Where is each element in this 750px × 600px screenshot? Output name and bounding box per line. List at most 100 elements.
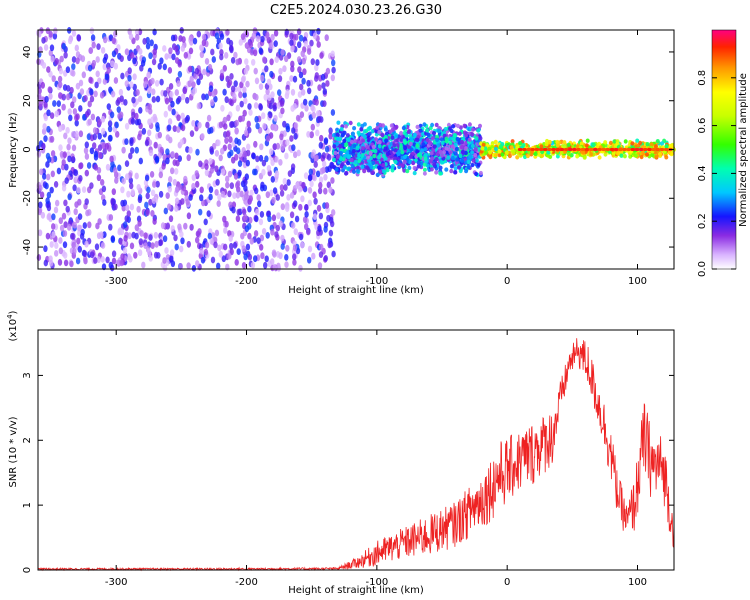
heatmap-cell — [174, 205, 179, 212]
heatmap-cell — [64, 177, 69, 185]
heatmap-cell — [267, 215, 272, 223]
heatmap-cell — [170, 151, 175, 158]
heatmap-cell — [196, 78, 201, 86]
heatmap-cell — [120, 199, 125, 207]
heatmap-cell — [420, 148, 424, 153]
heatmap-cell — [327, 241, 332, 249]
heatmap-cell — [395, 143, 400, 148]
heatmap-cell — [74, 130, 79, 138]
heatmap-cell — [316, 27, 321, 35]
heatmap-cell — [213, 241, 218, 249]
heatmap-cell — [467, 137, 472, 142]
heatmap-cell — [257, 200, 262, 208]
heatmap-cell — [347, 166, 352, 171]
heatmap-cell — [66, 223, 72, 231]
heatmap-cell — [188, 65, 193, 73]
figure-title: C2E5.2024.030.23.26.G30 — [270, 3, 442, 18]
heatmap-cell — [258, 154, 264, 162]
snr-y-ticks: 0 1 2 3 — [22, 372, 674, 573]
heatmap-cell — [254, 215, 259, 223]
heatmap-cell — [276, 102, 281, 109]
heatmap-cell — [362, 129, 367, 134]
heatmap-cell — [151, 58, 157, 66]
heatmap-cell — [273, 40, 278, 47]
heatmap-cell — [154, 155, 160, 163]
x-tick-label: 0 — [504, 577, 510, 588]
heatmap-cell — [315, 170, 321, 178]
heatmap-cell — [326, 181, 331, 189]
heatmap-cell — [234, 259, 239, 266]
heatmap-cell — [138, 238, 143, 246]
heatmap-cell — [209, 166, 214, 174]
heatmap-cell — [234, 127, 239, 135]
heatmap-cell — [366, 126, 371, 132]
heatmap-cell — [247, 253, 253, 261]
heatmap-cell — [521, 142, 526, 148]
heatmap-cell — [52, 100, 57, 107]
heatmap-cell — [198, 73, 204, 80]
heatmap-cell — [210, 48, 215, 56]
heatmap-cell — [478, 136, 483, 141]
heatmap-cell — [62, 251, 68, 259]
heatmap-cell — [285, 139, 290, 146]
heatmap-cell — [240, 33, 246, 40]
heatmap-cell — [45, 27, 51, 35]
heatmap-cell — [277, 75, 283, 83]
heatmap-cell — [38, 201, 43, 209]
heatmap-cell — [285, 205, 290, 213]
heatmap-cell — [344, 124, 348, 129]
heatmap-cell — [383, 146, 388, 151]
heatmap-cell — [340, 132, 345, 138]
heatmap-cell — [110, 90, 116, 98]
heatmap-cell — [49, 44, 55, 52]
heatmap-cell — [236, 248, 241, 256]
heatmap-cell — [295, 181, 300, 189]
heatmap-cell — [171, 108, 176, 116]
heatmap-cell — [297, 91, 303, 98]
heatmap-cell — [105, 163, 111, 171]
heatmap-cell — [415, 137, 420, 142]
heatmap-cell — [151, 88, 156, 96]
heatmap-cell — [71, 30, 77, 37]
heatmap-cell — [120, 72, 125, 80]
heatmap-cell — [239, 190, 244, 198]
heatmap-cell — [248, 41, 254, 49]
heatmap-cell — [126, 190, 131, 198]
heatmap-cell — [217, 244, 222, 252]
heatmap-cell — [66, 93, 71, 101]
heatmap-cell — [123, 99, 128, 106]
heatmap-cell — [218, 154, 223, 162]
heatmap-cell — [234, 119, 239, 127]
heatmap-cell — [538, 147, 544, 152]
heatmap-cell — [231, 201, 237, 209]
heatmap-cell — [325, 67, 331, 75]
heatmap-cell — [223, 243, 228, 251]
heatmap-cell — [415, 149, 420, 154]
heatmap-cell — [228, 136, 233, 144]
heatmap-cell — [134, 172, 139, 180]
heatmap-cell — [639, 154, 644, 160]
heatmap-cell — [282, 65, 287, 73]
heatmap-cell — [438, 171, 443, 176]
heatmap-cell — [258, 218, 264, 226]
heatmap-cell — [309, 180, 314, 188]
heatmap-cell — [246, 143, 251, 151]
heatmap-cell — [253, 230, 259, 237]
heatmap-cell — [352, 126, 357, 131]
heatmap-cell — [59, 55, 64, 63]
heatmap-cell — [161, 162, 166, 170]
heatmap-cell — [78, 130, 84, 138]
heatmap-cell — [420, 131, 425, 137]
heatmap-cell — [322, 160, 327, 168]
heatmap-cell — [71, 156, 76, 163]
heatmap-cell — [45, 197, 50, 205]
heatmap-cell — [77, 213, 83, 221]
heatmap-cell — [225, 29, 230, 36]
heatmap-cell — [457, 131, 462, 136]
heatmap-cell — [49, 135, 55, 143]
heatmap-cell — [292, 259, 297, 266]
heatmap-cell — [530, 147, 535, 152]
heatmap-cell — [204, 241, 210, 249]
heatmap-cell — [272, 251, 277, 258]
heatmap-cell — [286, 179, 291, 186]
